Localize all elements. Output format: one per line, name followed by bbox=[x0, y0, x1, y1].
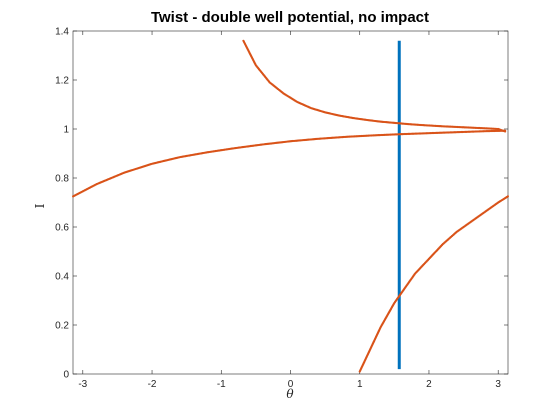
y-tick-label: 0 bbox=[63, 370, 69, 381]
curve-series-2 bbox=[242, 39, 507, 133]
data-marks bbox=[72, 39, 509, 373]
x-axis-label: θ bbox=[286, 387, 294, 401]
curve-series-1 bbox=[72, 129, 507, 198]
y-tick-label: 0.6 bbox=[55, 223, 69, 234]
y-tick-label: 0.8 bbox=[55, 174, 69, 185]
x-tick-label: 2 bbox=[426, 379, 432, 390]
y-tick-label: 1.2 bbox=[55, 76, 69, 87]
axis-ticks: -3 -2 -1 0 1 2 3 0 0.2 0.4 0.6 0.8 1 1.2 1.4 bbox=[55, 27, 508, 390]
y-axis-label: I bbox=[33, 203, 47, 208]
x-tick-label: 1 bbox=[357, 379, 363, 390]
data-point bbox=[506, 195, 509, 198]
y-tick-label: 0.2 bbox=[55, 321, 69, 332]
x-tick-label: 0 bbox=[288, 379, 294, 390]
y-tick-label: 1 bbox=[63, 125, 69, 136]
chart-title: Twist - double well potential, no impact bbox=[151, 9, 429, 26]
plot-area bbox=[72, 30, 509, 375]
data-point bbox=[504, 130, 507, 133]
curve-series-3 bbox=[358, 195, 509, 373]
y-tick-label: 1.4 bbox=[55, 27, 69, 38]
x-tick-label: -3 bbox=[78, 379, 87, 390]
x-tick-label: -1 bbox=[217, 379, 226, 390]
x-tick-label: 3 bbox=[495, 379, 501, 390]
y-tick-label: 0.4 bbox=[55, 272, 69, 283]
x-tick-label: -2 bbox=[148, 379, 157, 390]
